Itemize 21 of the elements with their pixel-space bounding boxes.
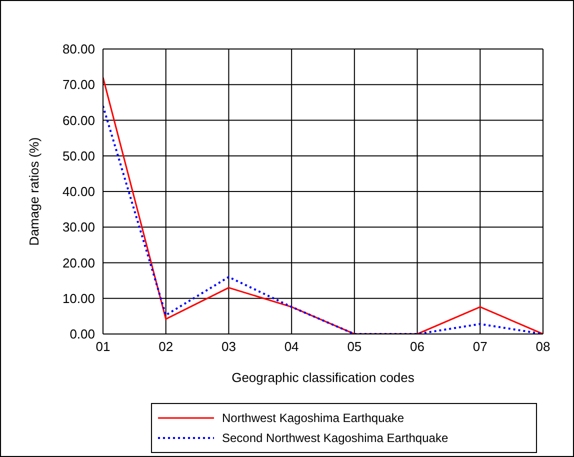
x-tick-label: 08 bbox=[536, 339, 550, 354]
x-tick-label: 05 bbox=[347, 339, 362, 354]
y-axis-title: Damage ratios (%) bbox=[26, 137, 42, 246]
y-tick-label: 70.00 bbox=[62, 77, 95, 92]
x-tick-label: 07 bbox=[472, 339, 488, 354]
y-tick-label: 60.00 bbox=[62, 112, 95, 128]
legend-label: Second Northwest Kagoshima Earthquake bbox=[222, 431, 448, 445]
y-tick-label: 40.00 bbox=[62, 184, 95, 200]
x-tick-label: 01 bbox=[96, 339, 110, 354]
y-tick-label: 20.00 bbox=[62, 255, 95, 270]
x-tick-label: 04 bbox=[284, 339, 299, 354]
x-axis-title: Geographic classification codes bbox=[232, 370, 415, 385]
x-tick-label: 06 bbox=[410, 339, 425, 354]
y-tick-label: 0.00 bbox=[70, 326, 95, 342]
y-tick-label: 30.00 bbox=[62, 220, 95, 235]
y-tick-label: 50.00 bbox=[62, 148, 95, 164]
x-tick-label: 03 bbox=[221, 339, 236, 354]
y-tick-label: 10.00 bbox=[62, 290, 95, 306]
y-tick-label: 80.00 bbox=[62, 42, 95, 57]
legend-label: Northwest Kagoshima Earthquake bbox=[222, 411, 404, 425]
x-tick-label: 02 bbox=[158, 339, 174, 354]
